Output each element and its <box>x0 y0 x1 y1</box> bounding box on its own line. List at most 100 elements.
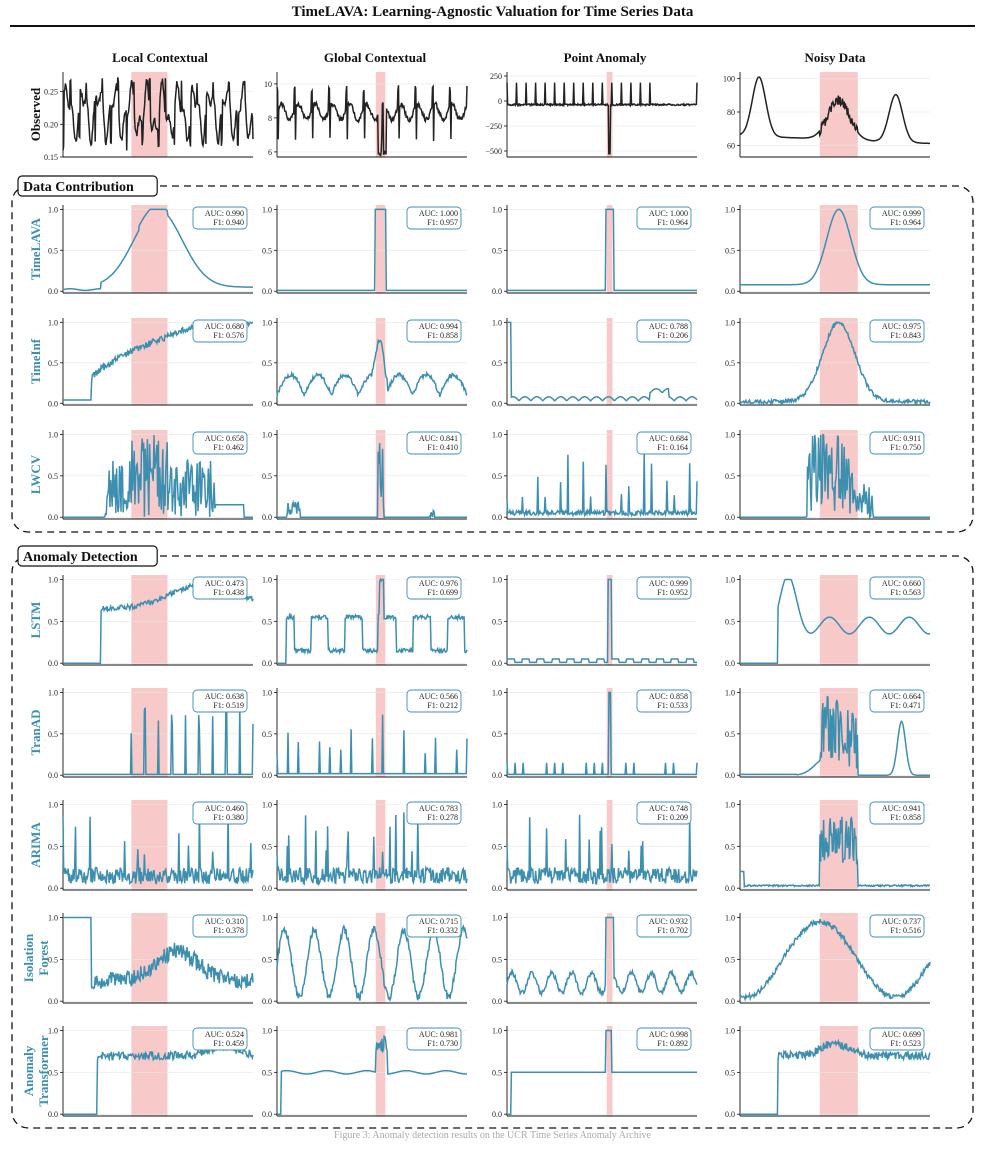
auc-label: AUC: 0.748 <box>649 804 688 813</box>
y-tick-label: 0.5 <box>725 246 735 255</box>
y-tick-label: 1.0 <box>48 688 58 697</box>
y-tick-label: 1.0 <box>725 205 735 214</box>
metric-box <box>406 576 462 600</box>
anomaly-region <box>375 205 386 293</box>
row-label-text: LSTM <box>28 602 43 639</box>
y-tick-label: 1.0 <box>725 688 735 697</box>
metric-box <box>869 689 925 713</box>
f1-label: F1: 0.576 <box>213 331 244 340</box>
observed-line <box>739 76 930 145</box>
y-tick-label: 6 <box>268 148 272 157</box>
y-tick-label: 1.0 <box>262 914 272 923</box>
y-tick-label: 0.0 <box>262 884 272 893</box>
y-tick-label: 0.5 <box>725 842 735 851</box>
y-tick-label: 0.5 <box>492 246 502 255</box>
f1-label: F1: 0.380 <box>213 813 244 822</box>
anomaly-region <box>131 575 168 665</box>
y-tick-label: 0.0 <box>725 399 735 408</box>
auc-label: AUC: 0.994 <box>419 322 458 331</box>
chart-panel: −500 −250 0 250 <box>485 72 698 158</box>
f1-label: F1: 0.952 <box>657 588 688 597</box>
f1-label: F1: 0.462 <box>213 443 244 452</box>
score-line <box>277 577 468 664</box>
y-tick-label: 0.5 <box>48 359 58 368</box>
metric-box <box>636 689 692 713</box>
row-label: LSTM <box>28 602 43 639</box>
metric-box <box>406 206 462 230</box>
y-tick-label: 1.0 <box>262 688 272 697</box>
auc-label: AUC: 0.737 <box>882 917 921 926</box>
chart-panel: 6 8 10 <box>264 72 468 158</box>
auc-label: AUC: 0.473 <box>205 579 244 588</box>
column-header: Global Contextual <box>324 50 427 65</box>
metric-box <box>869 206 925 230</box>
y-tick-label: 1.0 <box>492 1027 502 1036</box>
metric-box <box>869 576 925 600</box>
y-tick-label: 0.5 <box>725 730 735 739</box>
anomaly-region <box>606 205 613 293</box>
y-tick-label: 1.0 <box>48 576 58 585</box>
y-tick-label: 1.0 <box>262 205 272 214</box>
anomaly-region <box>606 688 613 777</box>
y-tick-label: 1.0 <box>725 318 735 327</box>
auc-label: AUC: 0.715 <box>419 917 458 926</box>
f1-label: F1: 0.858 <box>427 331 458 340</box>
y-tick-label: 0.0 <box>48 771 58 780</box>
chart-panel: 0.15 0.20 0.25 <box>44 72 254 162</box>
column-header: Local Contextual <box>112 50 208 65</box>
auc-label: AUC: 0.941 <box>882 804 921 813</box>
score-line <box>740 815 931 889</box>
auc-label: AUC: 0.999 <box>882 209 921 218</box>
auc-label: AUC: 0.990 <box>205 209 244 218</box>
metric-box <box>869 801 925 825</box>
y-tick-label: 0.0 <box>48 513 58 522</box>
auc-label: AUC: 0.699 <box>882 1030 921 1039</box>
y-tick-label: 1.0 <box>492 318 502 327</box>
row-label-text: LWCV <box>28 454 43 494</box>
section-border <box>11 555 974 1129</box>
score-line <box>739 919 931 1002</box>
section-label: Data Contribution <box>23 180 134 195</box>
metric-box <box>192 431 248 455</box>
f1-label: F1: 0.523 <box>890 1039 921 1048</box>
y-tick-label: 0.0 <box>262 1110 272 1119</box>
f1-label: F1: 0.164 <box>657 443 688 452</box>
y-tick-label: 0.0 <box>725 513 735 522</box>
y-tick-label: 1.0 <box>48 205 58 214</box>
score-line <box>740 1038 931 1115</box>
f1-label: F1: 0.206 <box>657 331 688 340</box>
f1-label: F1: 0.516 <box>890 926 921 935</box>
metric-box <box>406 1027 462 1051</box>
y-tick-label: 0.0 <box>262 659 272 668</box>
chart-panel: 60 80 100 <box>723 72 930 158</box>
y-tick-label: 0.0 <box>492 884 502 893</box>
score-line <box>506 451 698 518</box>
section-label: Anomaly Detection <box>23 550 138 565</box>
f1-label: F1: 0.563 <box>890 588 921 597</box>
y-tick-label: 100 <box>723 75 735 84</box>
metric-box <box>636 801 692 825</box>
row-label: LWCV <box>28 454 43 494</box>
score-line <box>63 696 254 776</box>
y-tick-label: 1.0 <box>492 430 502 439</box>
anomaly-region <box>375 688 386 777</box>
f1-label: F1: 0.750 <box>890 443 921 452</box>
y-tick-label: 0.0 <box>48 287 58 296</box>
auc-label: AUC: 0.911 <box>882 434 921 443</box>
score-line <box>506 691 698 776</box>
row-label: Anomaly Transformer <box>21 1035 51 1106</box>
f1-label: F1: 0.964 <box>657 218 688 227</box>
y-tick-label: 0.0 <box>48 997 58 1006</box>
score-line <box>507 1029 697 1115</box>
auc-label: AUC: 0.310 <box>205 917 244 926</box>
